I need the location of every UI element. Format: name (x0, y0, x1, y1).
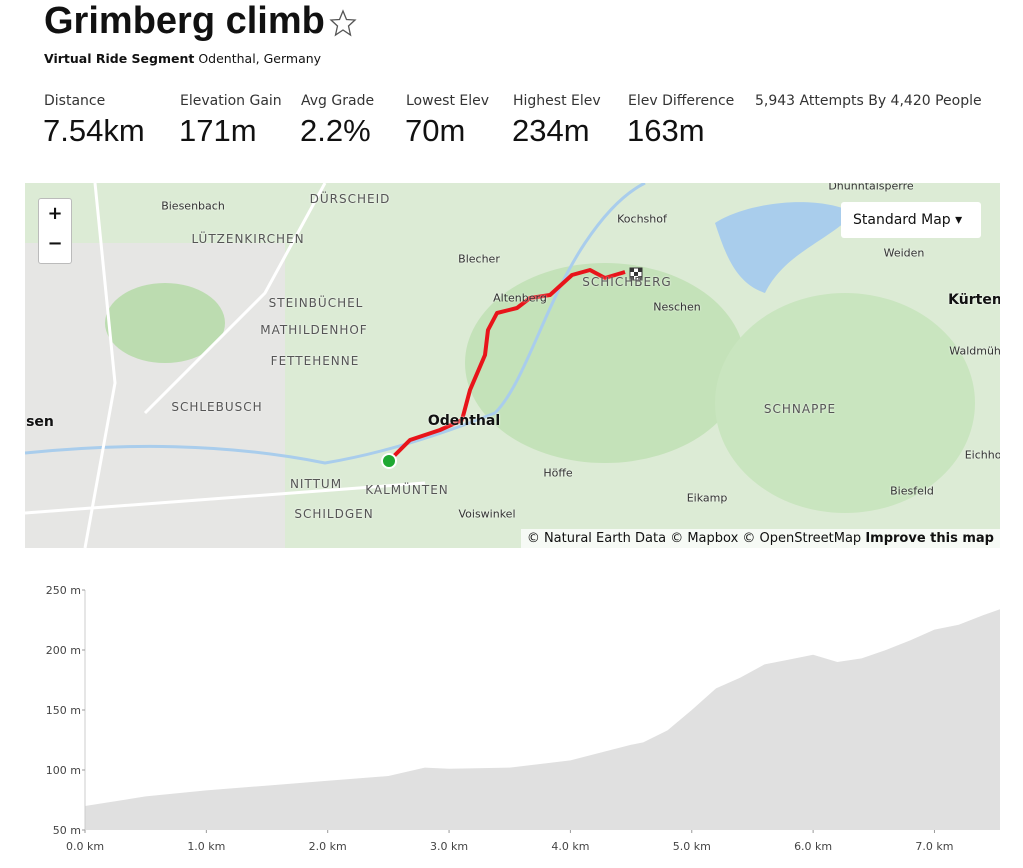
map-label: Waldmühle (949, 344, 1000, 358)
map-label: SCHNAPPE (763, 402, 837, 416)
x-tick-label: 3.0 km (430, 840, 468, 853)
zoom-out[interactable]: − (47, 233, 63, 254)
x-tick-label: 5.0 km (673, 840, 711, 853)
stat-value: 171m (179, 113, 257, 148)
map-label: STEINBÜCHEL (268, 296, 364, 310)
map-label: sen (26, 414, 54, 430)
stat-value: 234m (512, 113, 590, 148)
map-label: Biesfeld (890, 484, 934, 498)
x-tick-label: 2.0 km (309, 840, 347, 853)
elevation-chart: 50 m 100 m 150 m 200 m 250 m 0.0 km 1.0 km 2.0 … (46, 584, 1000, 853)
star-icon[interactable] (329, 9, 357, 37)
map-label: Neschen (653, 300, 701, 314)
elevation-area (85, 609, 1000, 830)
map-label: Eikamp (686, 491, 728, 505)
x-tick-label: 0.0 km (66, 840, 104, 853)
map-label: NITTUM (289, 477, 343, 491)
map-label: Biesenbach (161, 199, 225, 213)
stat-label: Highest Elev (513, 93, 601, 109)
map-label: Kochshof (617, 212, 667, 226)
map-label: Dhünntalsperre (828, 183, 914, 193)
x-tick-label: 7.0 km (915, 840, 953, 853)
stat-value: 163m (627, 113, 705, 148)
map[interactable]: Dhünntalsperre DÜRSCHEID Biesenbach LÜTZENK… (25, 183, 1000, 548)
stat-value: 2.2% (300, 113, 371, 148)
stat-label: Avg Grade (301, 93, 375, 109)
segment-type: Virtual Ride Segment (44, 51, 195, 66)
stat-label: Distance (44, 93, 106, 109)
y-tick-label: 50 m (53, 824, 81, 837)
map-label: DÜRSCHEID (309, 192, 391, 206)
map-style-button[interactable]: Standard Map ▾ (841, 202, 981, 238)
attribution-text: © Natural Earth Data © Mapbox © OpenStre… (526, 531, 862, 546)
y-tick-label: 250 m (46, 584, 81, 597)
x-tick-label: 1.0 km (187, 840, 225, 853)
improve-link[interactable]: Improve this map (865, 531, 994, 546)
map-label: SCHLEBUSCH (171, 400, 263, 414)
map-label: Blecher (458, 252, 500, 266)
map-label: Weiden (883, 246, 925, 260)
y-tick-label: 100 m (46, 764, 81, 777)
attempts: 5,943 Attempts By 4,420 People (755, 93, 982, 109)
map-label: Voiswinkel (458, 507, 516, 521)
map-label: MATHILDENHOF (260, 323, 368, 337)
subtitle: Virtual Ride Segment Odenthal, Germany (44, 51, 321, 66)
map-label: Altenberg (493, 291, 547, 305)
zoom-in[interactable]: + (47, 203, 63, 224)
stat-value: 70m (405, 113, 466, 148)
stat-value: 7.54km (43, 113, 145, 148)
map-label: Höffe (543, 466, 573, 480)
map-label: Eichhof (964, 448, 1000, 462)
zoom-controls: + − (38, 198, 72, 264)
x-tick-label: 6.0 km (794, 840, 832, 853)
x-tick-label: 4.0 km (551, 840, 589, 853)
map-art (25, 183, 1000, 548)
map-label: Kürten (948, 292, 1000, 308)
y-tick-label: 150 m (46, 704, 81, 717)
attribution: © Natural Earth Data © Mapbox © OpenStre… (520, 529, 1000, 548)
stat-label: Elevation Gain (180, 93, 282, 109)
map-label: Odenthal (427, 413, 501, 429)
y-tick-label: 200 m (46, 644, 81, 657)
map-style-label: Standard Map (853, 212, 951, 228)
stat-label: Lowest Elev (406, 93, 490, 109)
map-label: LÜTZENKIRCHEN (191, 232, 305, 246)
map-label: KALMÜNTEN (365, 483, 449, 497)
stat-label: Elev Difference (628, 93, 735, 109)
map-label: SCHICHBERG (582, 275, 672, 289)
map-label: SCHILDGEN (294, 507, 374, 521)
location: Odenthal, Germany (198, 51, 322, 66)
map-label: FETTEHENNE (270, 354, 360, 368)
title: Grimberg climb (44, 0, 325, 42)
